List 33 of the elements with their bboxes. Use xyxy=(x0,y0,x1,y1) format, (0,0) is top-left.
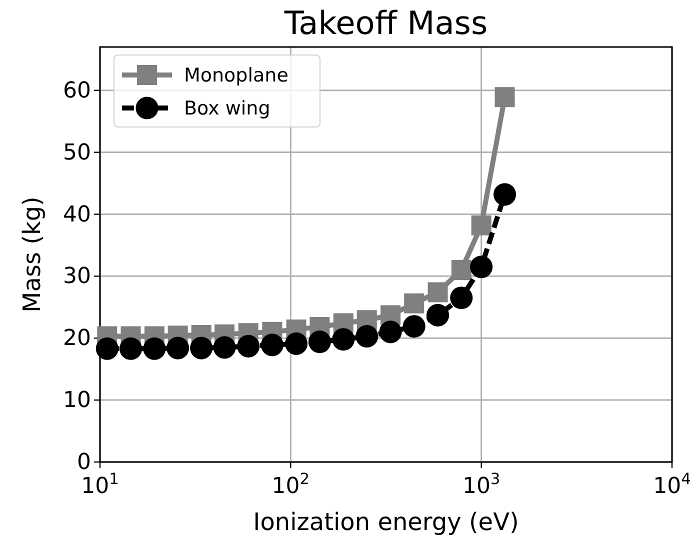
point xyxy=(379,320,402,344)
y-tick-label: 10 xyxy=(63,388,91,414)
point xyxy=(356,325,378,348)
point xyxy=(143,337,166,360)
point xyxy=(166,336,190,360)
point xyxy=(190,336,213,360)
chart-title: Takeoff Mass xyxy=(283,4,488,42)
point xyxy=(426,304,450,326)
x-axis-title: Ionization energy (eV) xyxy=(253,508,519,536)
point xyxy=(284,332,308,355)
point xyxy=(402,315,426,338)
point xyxy=(450,286,473,310)
legend-label: Box wing xyxy=(184,98,270,120)
x-tick-label: 10$^{2}$ xyxy=(272,470,310,499)
y-tick-label: 30 xyxy=(63,264,91,290)
legend-label: Monoplane xyxy=(184,64,288,87)
y-tick-label: 20 xyxy=(63,326,91,352)
x-tick-label: 10$^{3}$ xyxy=(462,470,500,499)
point xyxy=(428,282,448,302)
point xyxy=(451,260,472,280)
y-tick-label: 60 xyxy=(63,78,91,104)
point xyxy=(308,330,331,354)
point xyxy=(96,337,118,360)
point xyxy=(260,334,284,356)
point xyxy=(332,328,355,351)
point xyxy=(237,334,260,358)
point xyxy=(404,293,424,314)
y-tick-label: 40 xyxy=(63,202,91,228)
y-axis-title: Mass (kg) xyxy=(18,196,46,312)
point xyxy=(213,336,236,359)
x-tick-label: 10$^{4}$ xyxy=(653,470,691,499)
y-tick-label: 50 xyxy=(63,140,91,166)
point xyxy=(119,337,142,360)
